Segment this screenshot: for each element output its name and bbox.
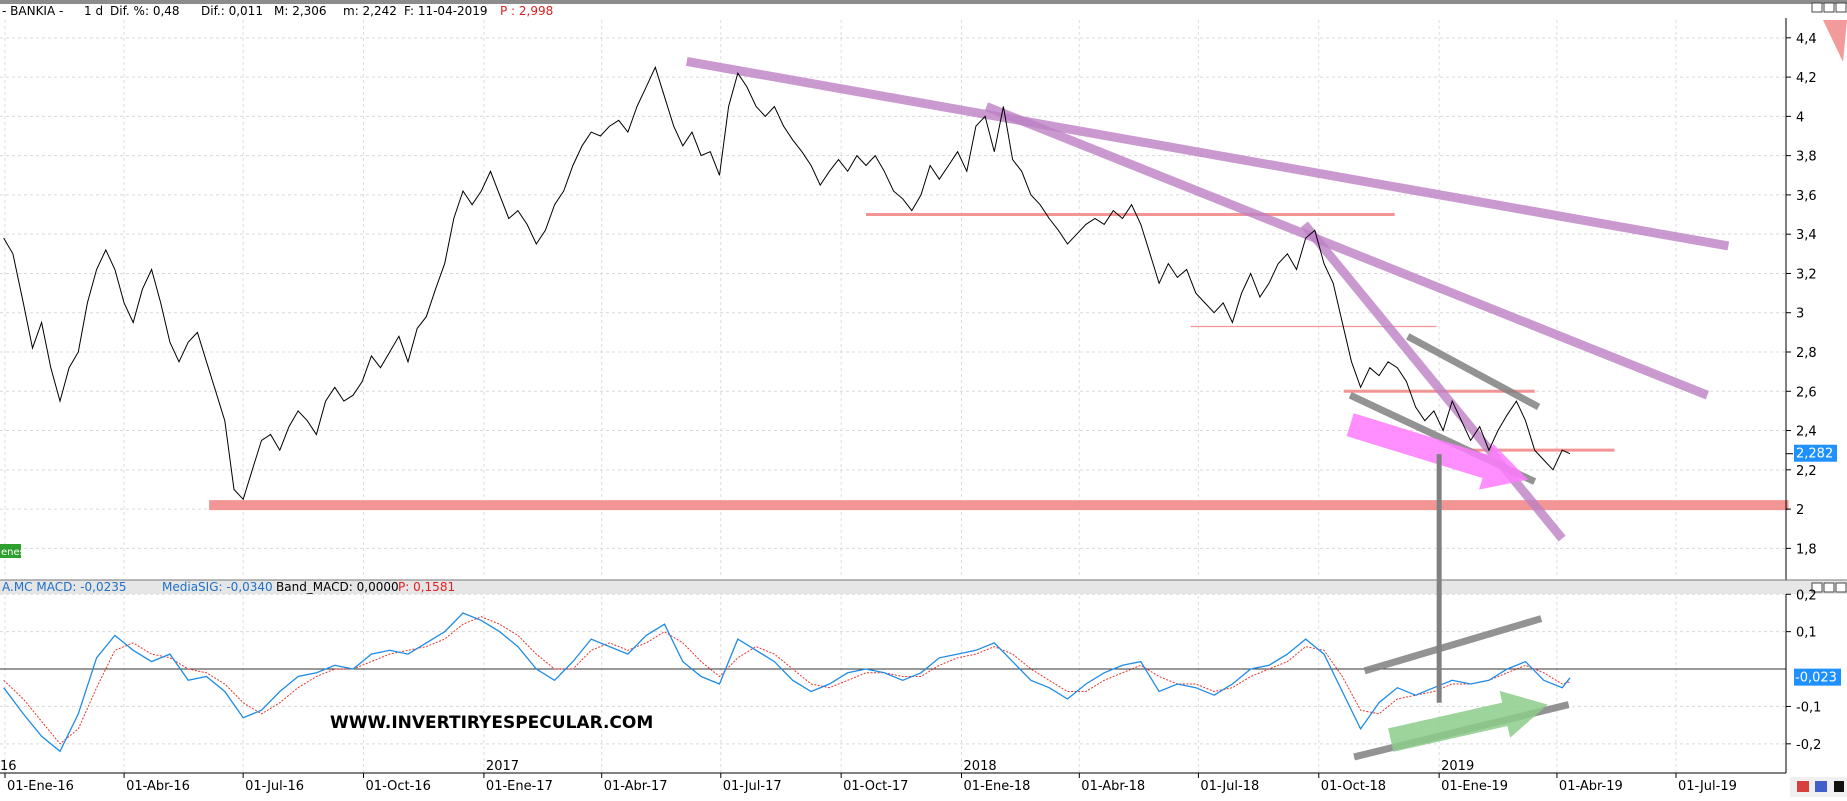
signal-value-label: MediaSIG: -0,0340	[162, 580, 273, 594]
band-value-label: Band_MACD: 0,0000	[276, 580, 399, 594]
macd-window-controls	[1811, 582, 1847, 593]
price-tick-label: 3,2	[1796, 267, 1817, 282]
price-tick-label: 3,4	[1796, 228, 1817, 243]
last-price-value: 2,282	[1796, 447, 1833, 462]
year-label: 2018	[964, 759, 997, 774]
x-tick-label: 01-Abr-18	[1081, 779, 1145, 794]
maximize-button[interactable]	[1823, 2, 1835, 13]
price-line	[3, 65, 1571, 501]
x-tick-label: 01-Oct-16	[366, 779, 431, 794]
macd-value-label: A.MC MACD: -0,0235	[2, 580, 127, 594]
last-macd-value: -0,023	[1795, 671, 1837, 686]
trendline	[685, 56, 1730, 251]
macd-tick-label: 0,2	[1796, 588, 1817, 603]
price-annotations	[209, 56, 1789, 542]
green-arrow	[1388, 690, 1548, 752]
window-controls	[1811, 2, 1847, 62]
x-tick-label: 01-Abr-19	[1559, 779, 1623, 794]
symbol-label: - BANKIA -	[2, 4, 63, 18]
x-tick-label: 01-Jul-19	[1678, 779, 1737, 794]
price-tick-label: 2,8	[1796, 346, 1817, 361]
price-y-axis: 4,4 4,2 4 3,8 3,6 3,4 3,2 3 2,8 2,6 2,4 2,2 2 1,8	[1786, 32, 1817, 557]
min-label: m: 2,242	[343, 4, 397, 18]
chart-type-icon[interactable]	[1797, 781, 1809, 792]
minimize-button[interactable]	[1811, 2, 1823, 13]
year-label: 16	[0, 759, 17, 774]
close-button[interactable]	[1835, 2, 1847, 13]
period-label: 1 d	[84, 4, 103, 18]
x-tick-label: 01-Abr-17	[604, 779, 668, 794]
price-tick-label: 3,6	[1796, 189, 1817, 204]
alert-triangle-icon	[1823, 20, 1847, 62]
channel-line	[1406, 333, 1541, 411]
macd-minimize-button[interactable]	[1811, 582, 1823, 593]
x-axis: 01-Ene-16 01-Abr-16 01-Jul-16 01-Oct-16 01-E…	[4, 773, 1737, 794]
price-tick-label: 1,8	[1796, 542, 1817, 557]
macd-tick-label: -0,2	[1796, 738, 1821, 753]
save-icon[interactable]	[1815, 781, 1827, 792]
last-price-badge: 2,282	[1794, 444, 1837, 462]
dif-label: Dif.: 0,011	[201, 4, 263, 18]
settings-icon[interactable]	[1834, 781, 1844, 792]
price-tick-label: 2,6	[1796, 385, 1817, 400]
macd-grid	[0, 593, 1786, 772]
x-tick-label: 01-Ene-18	[964, 779, 1031, 794]
price-tick-label: 2,4	[1796, 425, 1817, 440]
macd-close-button[interactable]	[1835, 582, 1847, 593]
x-tick-label: 01-Ene-17	[486, 779, 553, 794]
price-tick-label: 2	[1796, 503, 1804, 518]
max-label: M: 2,306	[274, 4, 327, 18]
price-grid	[0, 20, 1786, 578]
legend-badge-label: enes	[1, 547, 25, 558]
prev-close-label: P : 2,998	[500, 4, 553, 18]
macd-tick-label: -0,1	[1796, 700, 1821, 715]
macd-info: A.MC MACD: -0,0235 MediaSIG: -0,0340 Ban…	[2, 580, 455, 594]
macd-y-axis: 0,2 0,1 -0,1 -0,2	[1786, 588, 1821, 753]
macd-maximize-button[interactable]	[1823, 582, 1835, 593]
trendline	[1300, 221, 1566, 542]
price-tick-label: 4,4	[1796, 32, 1817, 47]
year-label: 2017	[486, 759, 519, 774]
x-tick-label: 01-Jul-18	[1200, 779, 1259, 794]
year-labels: 16 2017 2018 2019	[0, 759, 1474, 774]
macd-header-bar	[0, 580, 1847, 594]
macd-channel-line	[1363, 615, 1543, 675]
macd-panel: 0,2 0,1 -0,1 -0,2 -0,023 WWW.INVERTIRYESPEC…	[0, 588, 1841, 773]
year-label: 2019	[1441, 759, 1474, 774]
x-tick-label: 01-Jul-16	[245, 779, 304, 794]
x-tick-label: 01-Oct-17	[843, 779, 908, 794]
macd-annotations	[1353, 615, 1570, 761]
last-macd-badge: -0,023	[1794, 668, 1841, 686]
macd-line	[3, 612, 1571, 753]
price-tick-label: 3	[1796, 307, 1804, 322]
date-label: F: 11-04-2019	[404, 4, 488, 18]
watermark: WWW.INVERTIRYESPECULAR.COM	[330, 713, 653, 733]
dif-pct-label: Dif. %: 0,48	[110, 4, 180, 18]
x-tick-label: 01-Ene-16	[7, 779, 74, 794]
x-tick-label: 01-Jul-17	[723, 779, 782, 794]
price-tick-label: 2,2	[1796, 464, 1817, 479]
x-tick-label: 01-Abr-16	[126, 779, 190, 794]
price-tick-label: 3,8	[1796, 150, 1817, 165]
macd-tick-label: 0,1	[1796, 626, 1817, 641]
top-border	[0, 0, 1847, 4]
pink-arrow	[1346, 413, 1529, 490]
trendline	[984, 102, 1710, 400]
macd-prev-label: P: 0,1581	[398, 580, 455, 594]
x-tick-label: 01-Ene-19	[1441, 779, 1508, 794]
price-tick-label: 4,2	[1796, 71, 1817, 86]
price-tick-label: 4	[1796, 110, 1804, 125]
info-bar: - BANKIA - 1 d Dif. %: 0,48 Dif.: 0,011 …	[2, 4, 553, 18]
legend-badge	[0, 544, 21, 558]
signal-line	[3, 616, 1571, 745]
status-icons	[1790, 777, 1847, 797]
price-panel: 4,4 4,2 4 3,8 3,6 3,4 3,2 3 2,8 2,6 2,4 2,2 2 1,8 2,2…	[0, 18, 1837, 580]
x-tick-label: 01-Oct-18	[1321, 779, 1386, 794]
